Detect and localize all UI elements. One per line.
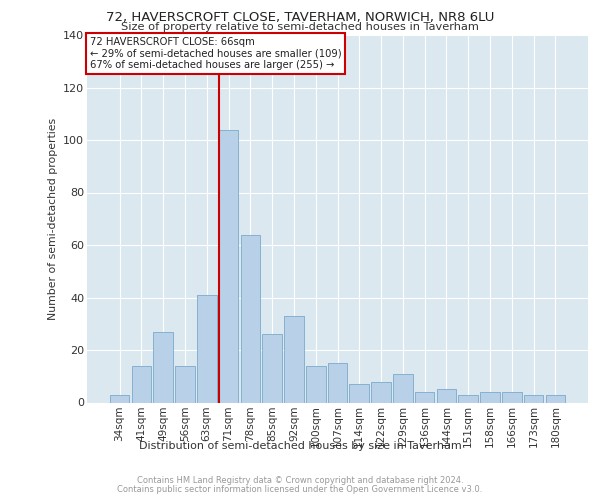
Bar: [262, 334, 282, 402]
Bar: [415, 392, 434, 402]
Text: 72 HAVERSCROFT CLOSE: 66sqm
← 29% of semi-detached houses are smaller (109)
67% : 72 HAVERSCROFT CLOSE: 66sqm ← 29% of sem…: [89, 37, 341, 70]
Bar: [219, 130, 238, 402]
Bar: [502, 392, 521, 402]
Bar: [545, 394, 565, 402]
Bar: [524, 394, 544, 402]
Bar: [110, 394, 130, 402]
Bar: [284, 316, 304, 402]
Y-axis label: Number of semi-detached properties: Number of semi-detached properties: [47, 118, 58, 320]
Bar: [154, 332, 173, 402]
Bar: [371, 382, 391, 402]
Bar: [197, 295, 217, 403]
Text: 72, HAVERSCROFT CLOSE, TAVERHAM, NORWICH, NR8 6LU: 72, HAVERSCROFT CLOSE, TAVERHAM, NORWICH…: [106, 11, 494, 24]
Bar: [393, 374, 413, 402]
Bar: [241, 234, 260, 402]
Bar: [131, 366, 151, 403]
Bar: [175, 366, 195, 403]
Text: Contains HM Land Registry data © Crown copyright and database right 2024.: Contains HM Land Registry data © Crown c…: [137, 476, 463, 485]
Text: Contains public sector information licensed under the Open Government Licence v3: Contains public sector information licen…: [118, 484, 482, 494]
Bar: [458, 394, 478, 402]
Text: Size of property relative to semi-detached houses in Taverham: Size of property relative to semi-detach…: [121, 22, 479, 32]
Bar: [437, 390, 456, 402]
Bar: [480, 392, 500, 402]
Bar: [328, 363, 347, 403]
Bar: [306, 366, 326, 403]
Bar: [349, 384, 369, 402]
Text: Distribution of semi-detached houses by size in Taverham: Distribution of semi-detached houses by …: [139, 441, 461, 451]
